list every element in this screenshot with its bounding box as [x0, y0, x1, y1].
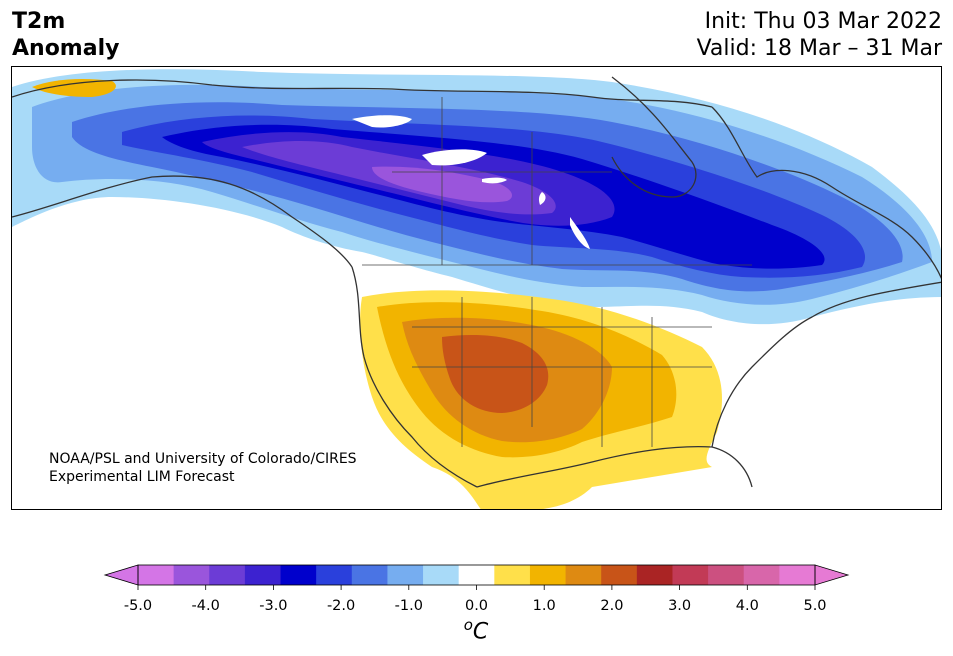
- colorbar-segment: [280, 565, 317, 585]
- colorbar-unit-label: oC: [464, 616, 489, 644]
- valid-range: Valid: 18 Mar – 31 Mar: [696, 36, 942, 61]
- colorbar-segment: [708, 565, 745, 585]
- colorbar-segments: [138, 565, 816, 585]
- colorbar-segment: [138, 565, 175, 585]
- colorbar-segment: [387, 565, 424, 585]
- colorbar-over-arrow: [814, 564, 850, 586]
- colorbar-tick-label: 5.0: [803, 598, 827, 614]
- anomaly-map: [11, 66, 942, 510]
- warm-anomaly-shading: [32, 79, 722, 509]
- title-block-right: Init: Thu 03 Mar 2022 Valid: 18 Mar – 31…: [697, 8, 942, 62]
- credit-text: NOAA/PSL and University of Colorado/CIRE…: [49, 450, 357, 486]
- colorbar-segment: [244, 565, 282, 585]
- colorbar-segment: [672, 565, 709, 585]
- colorbar-segment: [209, 565, 246, 585]
- colorbar-ticks: [137, 585, 816, 590]
- colorbar-segment: [601, 565, 638, 585]
- title-quantity: Anomaly: [12, 36, 120, 61]
- coastlines: [12, 76, 941, 488]
- colorbar-tick-label: -2.0: [326, 598, 356, 614]
- colorbar-under-arrow: [103, 564, 139, 586]
- credit-line-2: Experimental LIM Forecast: [49, 469, 235, 485]
- cold-anomaly-shading: [12, 69, 941, 325]
- colorbar-tick-label: -4.0: [191, 598, 220, 614]
- unit-prefix: o: [463, 616, 473, 634]
- colorbar-segment: [458, 565, 495, 585]
- colorbar: [103, 564, 850, 590]
- credit-line-1: NOAA/PSL and University of Colorado/CIRE…: [49, 451, 357, 467]
- map-canvas: [12, 69, 941, 509]
- unit-letter: C: [472, 619, 489, 645]
- colorbar-segment: [743, 565, 780, 585]
- title-block-left: T2m Anomaly: [12, 8, 119, 62]
- init-date: Init: Thu 03 Mar 2022: [704, 9, 942, 34]
- colorbar-tick-label: 0.0: [464, 598, 489, 614]
- political-borders: [362, 97, 752, 447]
- colorbar-segment: [316, 565, 353, 585]
- colorbar-segment: [351, 565, 388, 585]
- colorbar-tick-label: -1.0: [394, 598, 423, 614]
- colorbar-segment: [636, 565, 673, 585]
- colorbar-segment: [423, 565, 460, 585]
- colorbar-segment: [565, 565, 602, 585]
- lakes: [352, 115, 590, 249]
- colorbar-tick-label: 3.0: [668, 598, 692, 614]
- colorbar-segment: [173, 565, 210, 585]
- colorbar-segment: [494, 565, 531, 585]
- colorbar-tick-label: 1.0: [532, 598, 556, 614]
- colorbar-tick-label: -3.0: [259, 598, 288, 614]
- colorbar-tick-label: 2.0: [600, 598, 624, 614]
- colorbar-tick-label: 4.0: [735, 598, 759, 614]
- colorbar-segment: [779, 565, 816, 585]
- colorbar-tick-label: -5.0: [123, 598, 153, 614]
- title-variable: T2m: [12, 9, 66, 34]
- colorbar-segment: [529, 565, 567, 585]
